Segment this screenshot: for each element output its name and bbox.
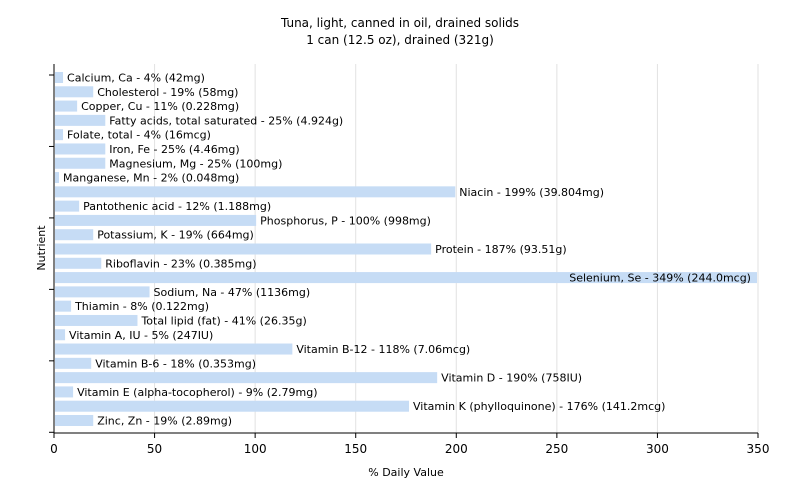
bar-label: Vitamin K (phylloquinone) - 176% (141.2m… xyxy=(413,400,665,413)
x-tick-label: 200 xyxy=(445,442,468,456)
bar xyxy=(55,186,456,198)
bar-label: Iron, Fe - 25% (4.46mg) xyxy=(109,143,239,156)
bar-label: Phosphorus, P - 100% (998mg) xyxy=(260,214,431,227)
bar-label: Folate, total - 4% (16mcg) xyxy=(67,129,211,142)
bar xyxy=(55,72,64,83)
bar-label: Total lipid (fat) - 41% (26.35g) xyxy=(140,314,306,327)
bar-label: Pantothenic acid - 12% (1.188mg) xyxy=(83,200,271,213)
bar xyxy=(55,386,74,398)
bar xyxy=(55,372,438,384)
bar-label: Manganese, Mn - 2% (0.048mg) xyxy=(63,172,239,185)
bar-label: Thiamin - 8% (0.122mg) xyxy=(74,300,209,313)
bar-label: Vitamin A, IU - 5% (247IU) xyxy=(69,329,213,342)
bar-label: Vitamin B-12 - 118% (7.06mcg) xyxy=(296,343,470,356)
bar-label: Fatty acids, total saturated - 25% (4.92… xyxy=(109,114,343,127)
bar xyxy=(55,272,757,284)
x-tick-label: 150 xyxy=(344,442,367,456)
bar-label: Vitamin E (alpha-tocopherol) - 9% (2.79m… xyxy=(77,386,317,399)
bar xyxy=(55,329,66,341)
bar-label: Vitamin D - 190% (758IU) xyxy=(441,372,582,385)
x-tick-label: 100 xyxy=(244,442,267,456)
bars: Calcium, Ca - 4% (42mg)Cholesterol - 19%… xyxy=(55,72,757,428)
bar-label: Protein - 187% (93.51g) xyxy=(435,243,567,256)
bar-label: Calcium, Ca - 4% (42mg) xyxy=(67,72,205,85)
bar-label: Zinc, Zn - 19% (2.89mg) xyxy=(97,415,232,428)
bar xyxy=(55,200,80,212)
x-tick-label: 0 xyxy=(50,442,58,456)
bar xyxy=(55,114,106,126)
bar xyxy=(55,400,410,412)
bar xyxy=(55,286,150,298)
bar xyxy=(55,157,106,169)
x-axis-label: % Daily Value xyxy=(368,466,444,479)
bar-label: Riboflavin - 23% (0.385mg) xyxy=(105,257,256,270)
bar xyxy=(55,129,64,141)
bar xyxy=(55,257,102,269)
bar xyxy=(55,214,257,226)
bar xyxy=(55,314,138,326)
bar-label: Copper, Cu - 11% (0.228mg) xyxy=(81,100,239,113)
bar-label: Cholesterol - 19% (58mg) xyxy=(97,86,238,99)
bar-label: Sodium, Na - 47% (1136mg) xyxy=(154,286,311,299)
chart-subtitle: 1 can (12.5 oz), drained (321g) xyxy=(306,33,494,47)
bar-label: Magnesium, Mg - 25% (100mg) xyxy=(109,157,282,170)
bar xyxy=(55,172,60,184)
bar xyxy=(55,300,72,312)
bar-label: Vitamin B-6 - 18% (0.353mg) xyxy=(95,357,256,370)
bar xyxy=(55,100,78,112)
bar xyxy=(55,415,94,426)
x-tick-label: 50 xyxy=(147,442,162,456)
bar-label: Selenium, Se - 349% (244.0mcg) xyxy=(569,272,751,285)
x-tick-label: 300 xyxy=(646,442,669,456)
y-axis-label: Nutrient xyxy=(35,225,48,271)
bar xyxy=(55,243,432,255)
bar xyxy=(55,229,94,241)
x-tick-label: 350 xyxy=(747,442,770,456)
bar-label: Potassium, K - 19% (664mg) xyxy=(97,229,254,242)
chart-title: Tuna, light, canned in oil, drained soli… xyxy=(280,16,519,30)
bar xyxy=(55,86,94,98)
axes: 0 50 100 150 200 250 300 350 xyxy=(49,64,769,456)
bar-label: Niacin - 199% (39.804mg) xyxy=(459,186,604,199)
bar xyxy=(55,143,106,155)
x-tick-label: 250 xyxy=(545,442,568,456)
bar xyxy=(55,343,293,355)
bar xyxy=(55,357,92,369)
